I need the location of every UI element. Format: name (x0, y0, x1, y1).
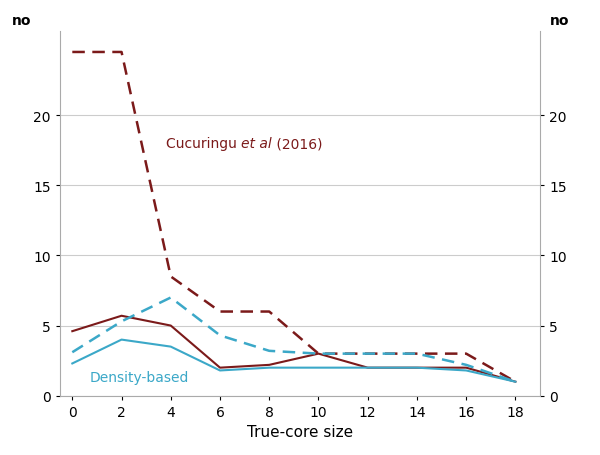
Text: (2016): (2016) (272, 137, 322, 151)
Text: no: no (12, 14, 32, 28)
Text: Cucuringu: Cucuringu (166, 137, 241, 151)
Text: et al: et al (241, 137, 272, 151)
X-axis label: True-core size: True-core size (247, 425, 353, 440)
Text: Density-based: Density-based (89, 371, 189, 384)
Text: no: no (550, 14, 569, 28)
